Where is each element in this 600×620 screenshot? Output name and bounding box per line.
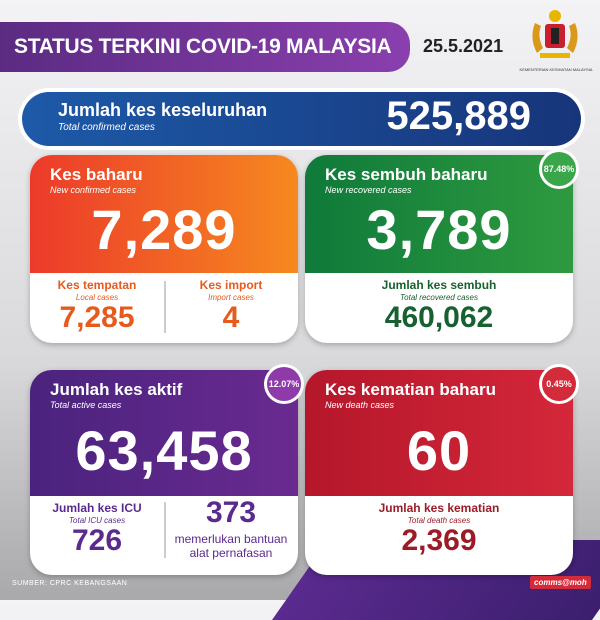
total-recovered-value: 460,062 bbox=[384, 301, 494, 334]
icu-sublabel: Total ICU cases bbox=[68, 516, 126, 525]
report-date: 25.5.2021 bbox=[423, 36, 504, 56]
import-cases-label: Kes import bbox=[199, 278, 263, 292]
active-cases-card: Jumlah kes aktif Total active cases 63,4… bbox=[30, 364, 304, 575]
recovered-sublabel: New recovered cases bbox=[325, 185, 412, 195]
page-title: STATUS TERKINI COVID-19 MALAYSIA bbox=[0, 22, 410, 72]
logo-caption: KEMENTERIAN KESIHATAN MALAYSIA bbox=[519, 67, 593, 72]
brand-tag: comms@moh bbox=[530, 576, 591, 589]
new-cases-value: 7,289 bbox=[91, 198, 237, 261]
deaths-percent-badge: 0.45% bbox=[539, 364, 579, 404]
active-cases-value: 63,458 bbox=[75, 419, 253, 482]
total-cases-sublabel: Total confirmed cases bbox=[58, 122, 155, 133]
import-cases-sublabel: Import cases bbox=[208, 293, 254, 302]
coat-of-arms-logo bbox=[532, 10, 578, 58]
icu-label: Jumlah kes ICU bbox=[52, 501, 142, 515]
local-cases-sublabel: Local cases bbox=[75, 293, 119, 302]
recovered-label: Kes sembuh baharu bbox=[325, 165, 488, 184]
divider bbox=[164, 502, 166, 558]
active-cases-sublabel: Total active cases bbox=[50, 400, 122, 410]
new-cases-card: Kes baharu New confirmed cases 7,289 Kes… bbox=[30, 155, 298, 343]
deaths-card: Kes kematian baharu New death cases 60 0… bbox=[305, 364, 579, 575]
active-percent-badge: 12.07% bbox=[264, 364, 304, 404]
deaths-sublabel: New death cases bbox=[325, 400, 395, 410]
total-deaths-sublabel: Total death cases bbox=[407, 516, 471, 525]
divider bbox=[164, 281, 166, 333]
recovered-value: 3,789 bbox=[366, 198, 512, 261]
source-note: SUMBER: CPRC KEBANGSAAN bbox=[12, 580, 128, 587]
deaths-value: 60 bbox=[406, 419, 472, 482]
local-cases-value: 7,285 bbox=[59, 301, 135, 334]
recovered-card: Kes sembuh baharu New recovered cases 3,… bbox=[305, 149, 579, 343]
total-recovered-sublabel: Total recovered cases bbox=[400, 293, 478, 302]
ventilator-value: 373 bbox=[205, 496, 257, 529]
deaths-label: Kes kematian baharu bbox=[325, 380, 497, 399]
total-cases-banner: Jumlah kes keseluruhan Total confirmed c… bbox=[18, 88, 585, 150]
total-deaths-label: Jumlah kes kematian bbox=[378, 501, 500, 515]
local-cases-label: Kes tempatan bbox=[57, 278, 137, 292]
ventilator-label-2: alat pernafasan bbox=[189, 546, 273, 560]
total-deaths-value: 2,369 bbox=[401, 524, 477, 557]
new-cases-sublabel: New confirmed cases bbox=[50, 185, 137, 195]
icu-value: 726 bbox=[71, 524, 123, 557]
ventilator-label-1: memerlukan bantuan bbox=[174, 532, 288, 546]
active-cases-label: Jumlah kes aktif bbox=[50, 380, 183, 399]
total-cases-label: Jumlah kes keseluruhan bbox=[58, 100, 268, 120]
import-cases-value: 4 bbox=[222, 301, 240, 334]
total-cases-value: 525,889 bbox=[386, 94, 531, 138]
recovered-percent-badge: 87.48% bbox=[539, 149, 579, 189]
total-recovered-label: Jumlah kes sembuh bbox=[381, 278, 497, 292]
new-cases-label: Kes baharu bbox=[50, 165, 143, 184]
